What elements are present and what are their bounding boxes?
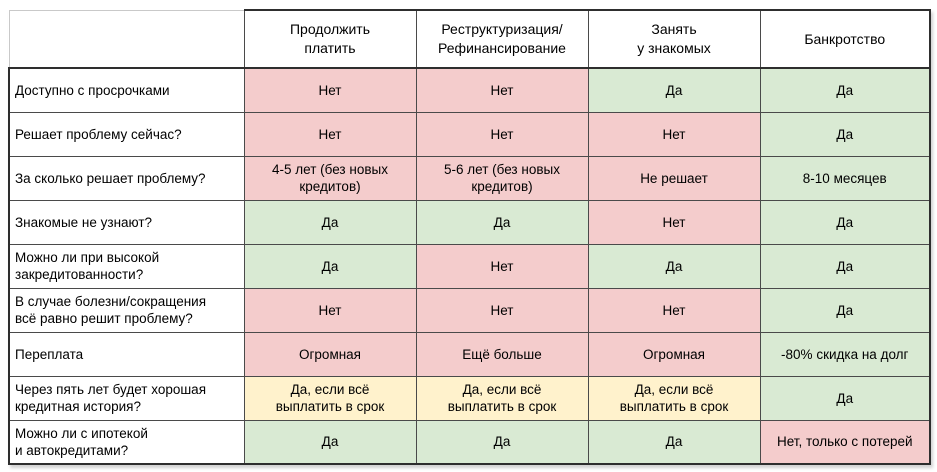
- table-row: В случае болезни/сокращения всё равно ре…: [8, 287, 931, 333]
- table-cell: 4-5 лет (без новых кредитов): [243, 155, 417, 201]
- table-cell: Да: [759, 199, 931, 245]
- table-cell: Нет: [587, 199, 761, 245]
- table-cell: Не решает: [587, 155, 761, 201]
- table-cell: Да: [415, 199, 589, 245]
- table-cell: Нет: [243, 111, 417, 157]
- table-cell: Да: [587, 243, 761, 289]
- row-label: Доступно с просрочками: [8, 67, 245, 113]
- row-label: Можно ли при высокой закредитованности?: [8, 243, 245, 289]
- corner-cell: [8, 9, 245, 69]
- table-cell: -80% скидка на долг: [759, 331, 931, 377]
- table-cell: Да: [415, 419, 589, 465]
- table-row: Знакомые не узнают? Да Да Нет Да: [8, 199, 931, 245]
- table-cell: Да: [587, 67, 761, 113]
- table-cell: Да: [759, 67, 931, 113]
- table-row: Переплата Огромная Ещё больше Огромная -…: [8, 331, 931, 377]
- table-row: Решает проблему сейчас? Нет Нет Нет Да: [8, 111, 931, 157]
- header-row: Продолжить платить Реструктуризация/ Реф…: [8, 9, 931, 69]
- table-cell: Да: [759, 111, 931, 157]
- row-label: Переплата: [8, 331, 245, 377]
- row-label: В случае болезни/сокращения всё равно ре…: [8, 287, 245, 333]
- row-label: Через пять лет будет хорошая кредитная и…: [8, 375, 245, 421]
- table-cell: Нет: [415, 111, 589, 157]
- row-label: Можно ли с ипотекой и автокредитами?: [8, 419, 245, 465]
- table-cell: 5-6 лет (без новых кредитов): [415, 155, 589, 201]
- table-row: Доступно с просрочками Нет Нет Да Да: [8, 67, 931, 113]
- row-label: Решает проблему сейчас?: [8, 111, 245, 157]
- row-label: За сколько решает проблему?: [8, 155, 245, 201]
- table-cell: Ещё больше: [415, 331, 589, 377]
- row-label: Знакомые не узнают?: [8, 199, 245, 245]
- table-cell: Огромная: [587, 331, 761, 377]
- table-cell: Да, если всё выплатить в срок: [415, 375, 589, 421]
- table-row: Можно ли при высокой закредитованности? …: [8, 243, 931, 289]
- table-cell: Нет, только с потерей: [759, 419, 931, 465]
- table-cell: 8-10 месяцев: [759, 155, 931, 201]
- table-row: Можно ли с ипотекой и автокредитами? Да …: [8, 419, 931, 465]
- comparison-table: Продолжить платить Реструктуризация/ Реф…: [8, 9, 931, 465]
- column-header-restructuring: Реструктуризация/ Рефинансирование: [415, 9, 589, 69]
- table-cell: Да, если всё выплатить в срок: [243, 375, 417, 421]
- table-cell: Нет: [415, 67, 589, 113]
- column-header-borrow-from-friends: Занять у знакомых: [587, 9, 761, 69]
- table-cell: Да: [759, 243, 931, 289]
- table-cell: Нет: [587, 287, 761, 333]
- table-cell: Нет: [415, 243, 589, 289]
- table-cell: Да, если всё выплатить в срок: [587, 375, 761, 421]
- table-cell: Нет: [415, 287, 589, 333]
- table-row: Через пять лет будет хорошая кредитная и…: [8, 375, 931, 421]
- table-cell: Нет: [587, 111, 761, 157]
- table-cell: Да: [759, 375, 931, 421]
- table-cell: Нет: [243, 67, 417, 113]
- column-header-bankruptcy: Банкротство: [759, 9, 931, 69]
- table-cell: Да: [243, 199, 417, 245]
- table-cell: Нет: [243, 287, 417, 333]
- table-cell: Да: [759, 287, 931, 333]
- table-row: За сколько решает проблему? 4-5 лет (без…: [8, 155, 931, 201]
- table-cell: Огромная: [243, 331, 417, 377]
- table-cell: Да: [243, 419, 417, 465]
- column-header-continue-paying: Продолжить платить: [243, 9, 417, 69]
- table-cell: Да: [587, 419, 761, 465]
- table-cell: Да: [243, 243, 417, 289]
